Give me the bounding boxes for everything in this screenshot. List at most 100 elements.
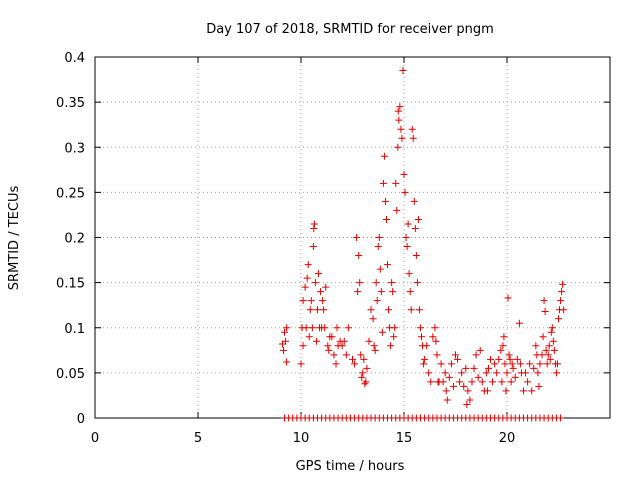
data-point bbox=[355, 252, 363, 260]
data-point bbox=[532, 342, 540, 350]
data-point bbox=[505, 351, 513, 359]
data-point bbox=[281, 328, 289, 336]
data-point bbox=[305, 333, 313, 341]
data-point bbox=[306, 306, 314, 314]
y-tick-label: 0 bbox=[77, 412, 85, 427]
data-point bbox=[371, 346, 379, 354]
data-point bbox=[307, 297, 315, 305]
data-point bbox=[391, 324, 399, 332]
data-point bbox=[380, 152, 388, 160]
data-point bbox=[557, 297, 565, 305]
data-point bbox=[404, 220, 412, 228]
data-point bbox=[546, 355, 554, 363]
data-point bbox=[414, 215, 422, 223]
data-point bbox=[313, 306, 321, 314]
data-point bbox=[308, 324, 316, 332]
data-point bbox=[474, 373, 482, 381]
data-point bbox=[400, 170, 408, 178]
data-point bbox=[439, 378, 447, 386]
x-tick-label: 20 bbox=[499, 431, 516, 446]
data-point bbox=[360, 355, 368, 363]
data-point bbox=[396, 103, 404, 111]
data-point bbox=[535, 382, 543, 390]
data-point bbox=[484, 364, 492, 372]
data-point bbox=[489, 378, 497, 386]
data-point bbox=[432, 337, 440, 345]
data-point bbox=[540, 297, 548, 305]
data-point bbox=[282, 337, 290, 345]
y-tick-label: 0.35 bbox=[56, 96, 85, 111]
data-point bbox=[403, 243, 411, 251]
data-point bbox=[513, 355, 521, 363]
data-point bbox=[357, 351, 365, 359]
data-point bbox=[443, 396, 451, 404]
data-points bbox=[278, 67, 568, 422]
data-point bbox=[365, 337, 373, 345]
data-point bbox=[431, 324, 439, 332]
data-point bbox=[522, 369, 530, 377]
data-point bbox=[420, 360, 428, 368]
data-point bbox=[456, 378, 464, 386]
data-point bbox=[319, 297, 327, 305]
data-point bbox=[547, 328, 555, 336]
data-point bbox=[384, 261, 392, 269]
data-point bbox=[349, 355, 356, 363]
data-point bbox=[315, 270, 323, 278]
data-point bbox=[320, 306, 328, 314]
data-point bbox=[539, 333, 547, 341]
data-point bbox=[408, 125, 416, 133]
data-point bbox=[304, 261, 312, 269]
x-tick-label: 10 bbox=[293, 431, 310, 446]
data-point bbox=[458, 369, 466, 377]
data-point bbox=[483, 387, 491, 395]
data-point bbox=[534, 369, 542, 377]
data-point bbox=[394, 107, 402, 115]
data-point bbox=[452, 351, 459, 359]
data-point bbox=[495, 355, 503, 363]
data-point bbox=[338, 342, 346, 350]
x-tick-label: 0 bbox=[91, 431, 99, 446]
data-point bbox=[487, 355, 495, 363]
y-tick-label: 0.4 bbox=[64, 51, 85, 66]
data-point bbox=[501, 360, 509, 368]
data-point bbox=[393, 206, 401, 214]
data-point bbox=[359, 369, 367, 377]
data-point bbox=[358, 373, 366, 381]
data-point bbox=[454, 355, 462, 363]
data-point bbox=[470, 364, 478, 372]
data-point bbox=[463, 400, 471, 408]
data-point bbox=[390, 333, 398, 341]
data-point bbox=[538, 351, 546, 359]
data-point bbox=[378, 328, 386, 336]
data-point bbox=[433, 351, 441, 359]
data-point bbox=[442, 387, 450, 395]
x-tick-label: 15 bbox=[396, 431, 413, 446]
data-point bbox=[312, 337, 320, 345]
data-point bbox=[544, 351, 552, 359]
data-point bbox=[472, 351, 480, 359]
data-point bbox=[464, 387, 472, 395]
data-point bbox=[506, 355, 514, 363]
data-point bbox=[342, 351, 350, 359]
data-point bbox=[299, 342, 307, 350]
data-point bbox=[497, 346, 505, 354]
data-point bbox=[462, 364, 470, 372]
data-point bbox=[559, 280, 567, 288]
data-point bbox=[302, 324, 310, 332]
data-point bbox=[413, 279, 421, 287]
data-point bbox=[536, 360, 544, 368]
data-point bbox=[519, 387, 527, 395]
data-point bbox=[429, 333, 437, 341]
data-point bbox=[502, 387, 510, 395]
data-point bbox=[498, 378, 506, 386]
data-point bbox=[530, 364, 538, 372]
data-point bbox=[321, 324, 329, 332]
data-point bbox=[374, 243, 382, 251]
data-point bbox=[545, 342, 553, 350]
data-point bbox=[410, 197, 418, 205]
data-point bbox=[398, 134, 406, 142]
data-point bbox=[412, 252, 420, 260]
data-point bbox=[425, 369, 433, 377]
data-point bbox=[528, 387, 536, 395]
